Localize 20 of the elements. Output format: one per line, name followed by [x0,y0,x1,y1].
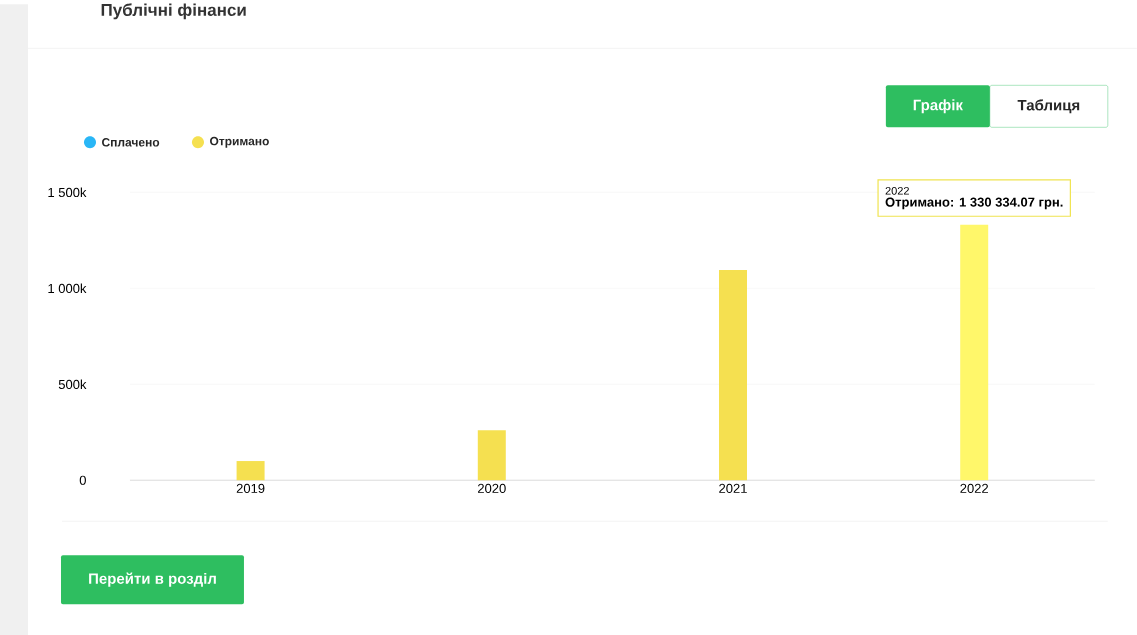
x-tick-label: 2021 [719,483,747,493]
y-tick-label: 1 000k [48,283,87,293]
text: Перейти в розділ [89,572,216,587]
text: Графік [913,99,963,114]
annotation: 2022 [885,186,909,195]
y-tick-label: 500k [58,379,87,389]
bar [719,269,747,481]
bar [960,224,989,481]
chart-title: Публічні фінанси [101,3,246,20]
text: Таблиця [1017,99,1080,114]
legend-label: Сплачено [102,137,160,147]
y-tick-label: 1 500k [48,187,87,197]
bar [477,430,506,481]
x-tick-label: 2019 [236,483,265,493]
x-tick-label: 2022 [960,483,988,493]
annotation: Отримано: 1 330 334.07 грн. [885,197,1063,210]
x-tick-label: 2020 [477,483,506,493]
y-tick-label: 0 [79,475,86,485]
legend-label: Отримано [209,136,269,148]
bar [236,460,265,481]
